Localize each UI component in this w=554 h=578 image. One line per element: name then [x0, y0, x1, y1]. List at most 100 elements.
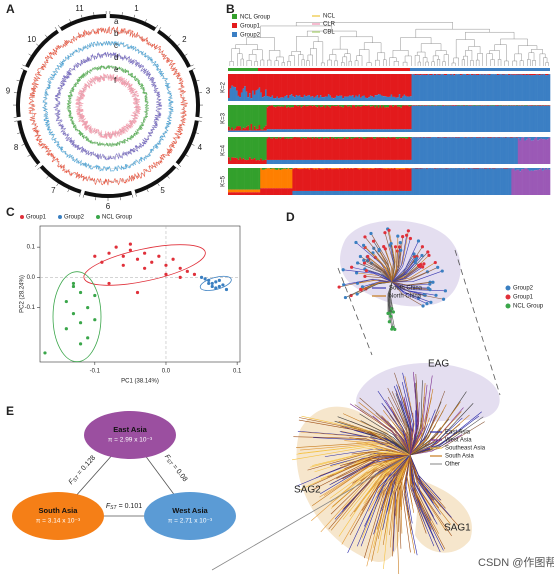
- admixture-segment: [403, 190, 406, 195]
- point: [86, 306, 90, 310]
- admixture-segment: [522, 74, 525, 101]
- admixture-segment: [265, 89, 267, 101]
- admixture-segment: [260, 158, 263, 164]
- legend-label: NCL Group: [513, 304, 544, 310]
- admixture-segment: [443, 105, 446, 132]
- admixture-segment: [495, 74, 498, 101]
- admixture-segment: [289, 168, 292, 170]
- admixture-segment: [482, 105, 485, 132]
- admixture-segment: [514, 168, 517, 171]
- tree-branch: [330, 454, 411, 531]
- admixture-segment: [532, 105, 535, 132]
- admixture-segment: [516, 168, 519, 170]
- admixture-segment: [324, 129, 327, 132]
- admixture-segment: [440, 105, 443, 106]
- admixture-segment: [364, 190, 367, 195]
- admixture-segment: [327, 129, 330, 132]
- admixture-segment: [339, 95, 341, 101]
- admixture-segment: [522, 137, 525, 164]
- admixture-segment: [311, 168, 314, 169]
- admixture-segment: [248, 189, 251, 193]
- admixture-segment: [456, 105, 459, 106]
- admixture-segment: [271, 188, 274, 195]
- admixture-segment: [377, 74, 380, 95]
- admixture-segment: [427, 74, 430, 101]
- admixture-segment: [406, 129, 409, 132]
- admixture-segment: [234, 168, 237, 190]
- tree-branch: [343, 278, 393, 286]
- admixture-segment: [466, 105, 469, 132]
- admixture-segment: [538, 137, 541, 140]
- admixture-segment: [390, 74, 393, 95]
- admixture-segment: [285, 188, 288, 195]
- admixture-segment: [437, 74, 440, 101]
- admixture-segment: [314, 190, 317, 195]
- admixture-segment: [368, 169, 370, 191]
- tree-branch: [358, 402, 411, 456]
- admixture-segment: [250, 189, 253, 193]
- admixture-segment: [496, 75, 499, 101]
- admixture-segment: [416, 105, 419, 132]
- admixture-segment: [450, 105, 453, 132]
- admixture-segment: [530, 170, 533, 195]
- admixture-segment: [337, 129, 340, 132]
- tree-tip: [363, 274, 367, 279]
- admixture-segment: [302, 74, 304, 98]
- admixture-segment: [289, 137, 292, 139]
- admixture-segment: [546, 105, 549, 132]
- admixture-segment: [250, 159, 253, 164]
- admixture-segment: [305, 137, 308, 139]
- admixture-segment: [250, 105, 253, 124]
- chromosome-tick: [159, 26, 162, 30]
- admixture-segment: [498, 137, 501, 138]
- admixture-segment: [310, 129, 313, 132]
- admixture-segment: [397, 138, 399, 160]
- tree-tip: [393, 245, 398, 249]
- admixture-segment: [369, 105, 372, 107]
- admixture-segment: [450, 74, 453, 75]
- admixture-segment: [269, 74, 272, 98]
- admixture-segment: [445, 75, 448, 101]
- admixture-segment: [245, 160, 248, 164]
- point: [203, 277, 207, 281]
- admixture-segment: [236, 192, 238, 195]
- legend-label: Group1: [240, 24, 261, 30]
- admixture-segment: [500, 168, 502, 195]
- admixture-segment: [314, 74, 317, 97]
- y-tick-label: 0.1: [27, 245, 36, 251]
- admixture-segment: [382, 105, 385, 106]
- admixture-segment: [546, 168, 549, 195]
- admixture-segment: [240, 192, 243, 195]
- admixture-segment: [543, 74, 546, 101]
- admixture-segment: [282, 106, 285, 130]
- population-pi: π = 3.14 x 10⁻³: [36, 518, 81, 525]
- admixture-segment: [389, 105, 391, 130]
- admixture-segment: [282, 74, 285, 98]
- admixture-segment: [532, 140, 535, 164]
- admixture-segment: [322, 168, 325, 170]
- admixture-segment: [250, 192, 253, 195]
- admixture-segment: [258, 125, 261, 131]
- admixture-segment: [239, 105, 242, 127]
- admixture-segment: [372, 138, 375, 160]
- tree-tip: [387, 311, 392, 315]
- admixture-segment: [247, 192, 250, 195]
- admixture-segment: [456, 105, 459, 132]
- tree-branch: [391, 281, 424, 307]
- admixture-segment: [321, 105, 324, 107]
- admixture-segment: [533, 75, 536, 101]
- admixture-segment: [529, 137, 531, 139]
- population-node: [12, 492, 104, 540]
- chromosome-arc: [83, 190, 133, 198]
- admixture-segment: [269, 159, 272, 164]
- admixture-segment: [537, 74, 540, 75]
- point: [71, 284, 76, 289]
- admixture-segment: [511, 105, 514, 132]
- legend-marker: [96, 215, 100, 219]
- admixture-segment: [260, 168, 263, 189]
- point: [157, 254, 161, 258]
- admixture-segment: [366, 168, 369, 191]
- admixture-segment: [356, 190, 359, 195]
- admixture-segment: [429, 105, 432, 132]
